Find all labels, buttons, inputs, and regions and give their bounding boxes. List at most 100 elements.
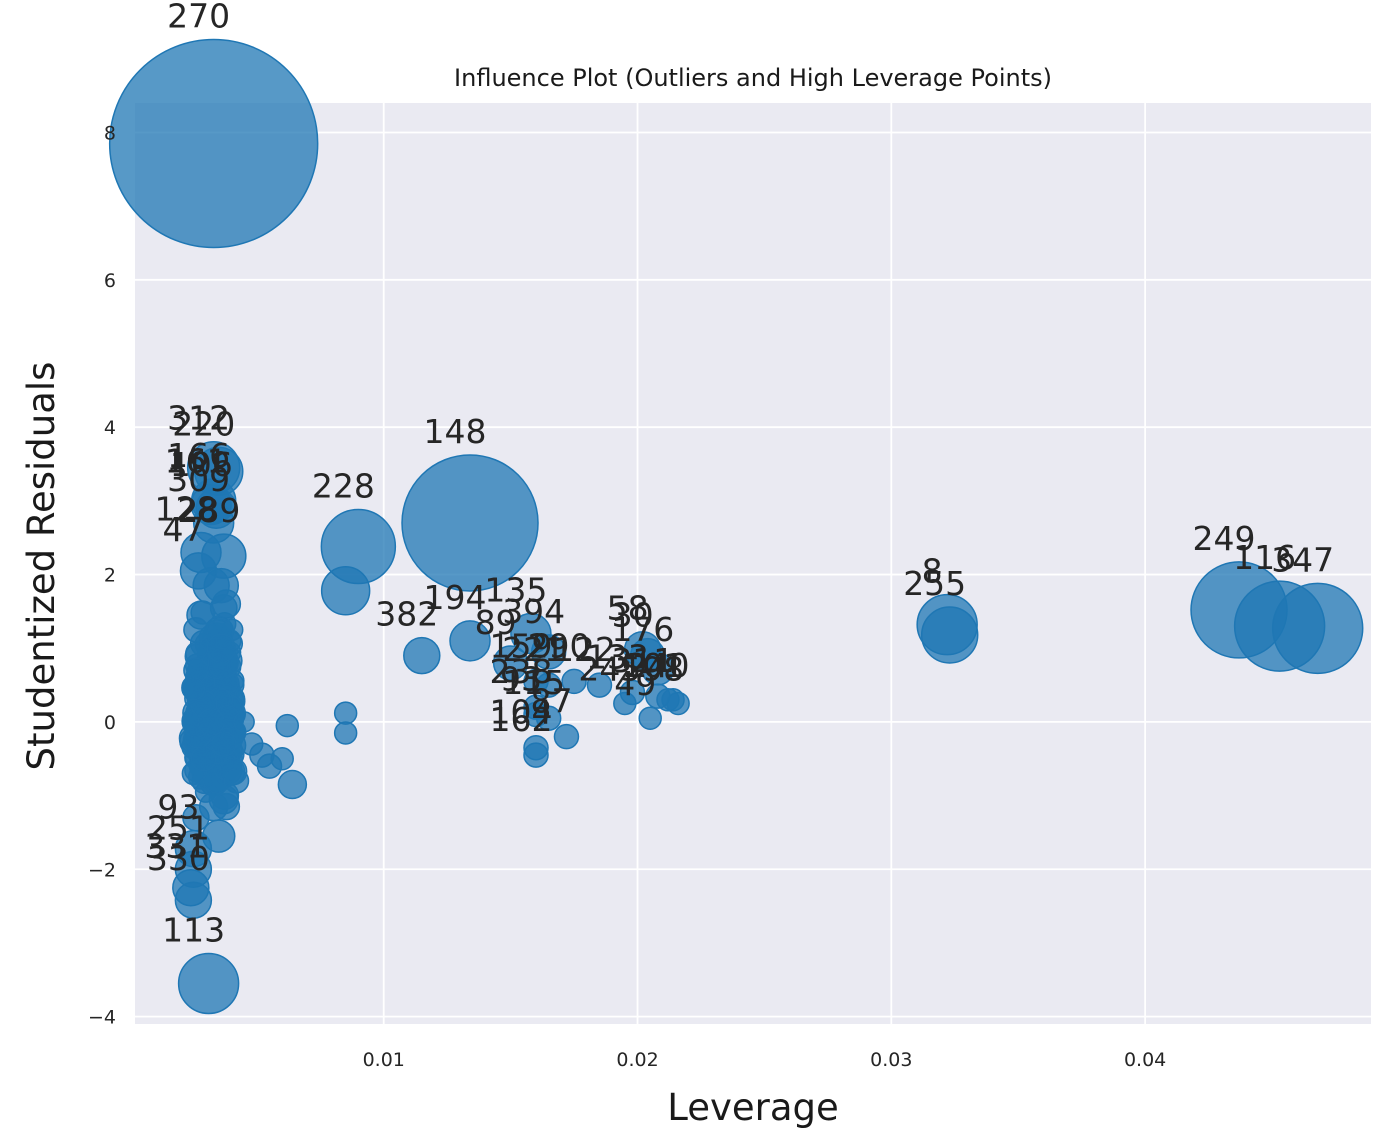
point-label: 133 — [586, 637, 649, 676]
point-label: 394 — [502, 592, 565, 631]
point-label: 289 — [177, 491, 240, 530]
scatter-point — [277, 769, 308, 800]
scatter-point — [530, 634, 567, 670]
point-label: 113 — [162, 910, 225, 949]
point-label: 116 — [1233, 538, 1296, 577]
scatter-point — [212, 792, 241, 821]
y-tick-label: −4 — [88, 1007, 116, 1029]
y-tick-label: 6 — [104, 270, 116, 292]
point-label: 255 — [903, 564, 966, 603]
scatter-point — [275, 713, 300, 738]
scatter-point — [333, 721, 358, 745]
scatter-point — [403, 636, 441, 675]
point-label: 58 — [607, 589, 649, 628]
point-label: 30 — [612, 596, 654, 635]
scatter-point — [177, 952, 240, 1015]
x-tick-label: 0.04 — [1124, 1049, 1166, 1071]
y-tick-label: 0 — [104, 712, 116, 734]
scatter-point — [333, 701, 358, 725]
point-label: 331 — [144, 827, 207, 866]
scatter-point — [666, 691, 690, 716]
scatter-point — [638, 706, 662, 730]
point-label: 221 — [502, 630, 565, 669]
scatter-point — [270, 747, 294, 771]
y-tick-label: 4 — [104, 417, 116, 439]
scatter-point — [553, 723, 580, 750]
point-label: 89 — [475, 603, 517, 642]
scatter-point — [181, 677, 206, 701]
point-label: 104 — [490, 693, 553, 732]
scatter-point — [586, 672, 613, 698]
scatter-point — [197, 708, 225, 736]
scatter-point — [211, 731, 237, 757]
x-tick-label: 0.02 — [616, 1049, 658, 1071]
point-label: 238 — [490, 652, 553, 691]
point-label: 240 — [627, 646, 690, 685]
point-label: 228 — [312, 467, 375, 506]
point-label: 115 — [502, 663, 565, 702]
scatter-point — [523, 742, 549, 768]
scatter-point — [183, 617, 209, 643]
chart-title: Influence Plot (Outliers and High Levera… — [454, 64, 1052, 92]
point-label: 49 — [614, 664, 656, 703]
point-label: 382 — [375, 595, 438, 634]
point-label: 98 — [642, 649, 684, 688]
point-label: 128 — [154, 489, 217, 528]
point-label: 309 — [167, 460, 230, 499]
y-tick-label: 2 — [104, 565, 116, 587]
scatter-point — [1271, 582, 1364, 675]
y-tick-label: −2 — [88, 859, 116, 881]
scatter-point — [190, 746, 217, 772]
point-label: 93 — [500, 660, 542, 699]
point-label: 330 — [147, 839, 210, 878]
y-axis-label: Studentized Residuals — [20, 362, 63, 771]
point-label: 87 — [530, 682, 572, 721]
scatter-point — [233, 711, 255, 733]
point-label: 347 — [1271, 540, 1334, 579]
point-label: 270 — [167, 0, 230, 36]
scatter-point — [108, 38, 319, 249]
scatter-point — [920, 606, 979, 664]
point-label: 8 — [922, 552, 943, 591]
x-tick-label: 0.03 — [870, 1049, 912, 1071]
scatter-point — [174, 881, 213, 919]
scatter-point — [535, 672, 562, 698]
scatter-point — [535, 705, 562, 731]
point-label: 194 — [424, 578, 487, 617]
point-label: 290 — [528, 626, 591, 665]
scatter-point — [320, 508, 397, 585]
scatter-point — [239, 732, 264, 756]
point-label: 311 — [611, 641, 674, 680]
y-tick-label: 8 — [104, 122, 116, 144]
scatter-point — [492, 645, 529, 681]
point-label: 245 — [578, 649, 641, 688]
point-label: 159 — [490, 626, 553, 665]
point-label: 122 — [553, 630, 616, 669]
point-label: 162 — [490, 700, 553, 739]
point-label: 93 — [157, 788, 199, 827]
scatter-point — [401, 454, 539, 592]
scatter-point — [223, 768, 250, 794]
scatter-point — [206, 633, 237, 663]
point-label: 166 — [167, 436, 230, 475]
scatter-point — [613, 691, 637, 716]
plot-background — [135, 103, 1371, 1024]
scatter-points — [108, 38, 1364, 1015]
scatter-point — [449, 620, 491, 662]
point-label: 312 — [167, 399, 230, 438]
point-label: 106 — [170, 445, 233, 484]
point-label: 47 — [162, 510, 204, 549]
x-axis-label: Leverage — [667, 1086, 839, 1129]
point-label: 135 — [484, 570, 547, 609]
point-label: 176 — [611, 610, 674, 649]
scatter-point — [561, 668, 587, 695]
x-tick-labels: 0.01 0.02 0.03 0.04 — [363, 1049, 1167, 1071]
x-tick-label: 0.01 — [363, 1049, 405, 1071]
point-label: 220 — [172, 404, 235, 443]
point-label: 161 — [165, 442, 228, 481]
point-label: 251 — [147, 808, 210, 847]
point-label: 148 — [424, 412, 487, 451]
y-tick-labels: −4 −2 0 2 4 6 8 — [88, 122, 116, 1028]
